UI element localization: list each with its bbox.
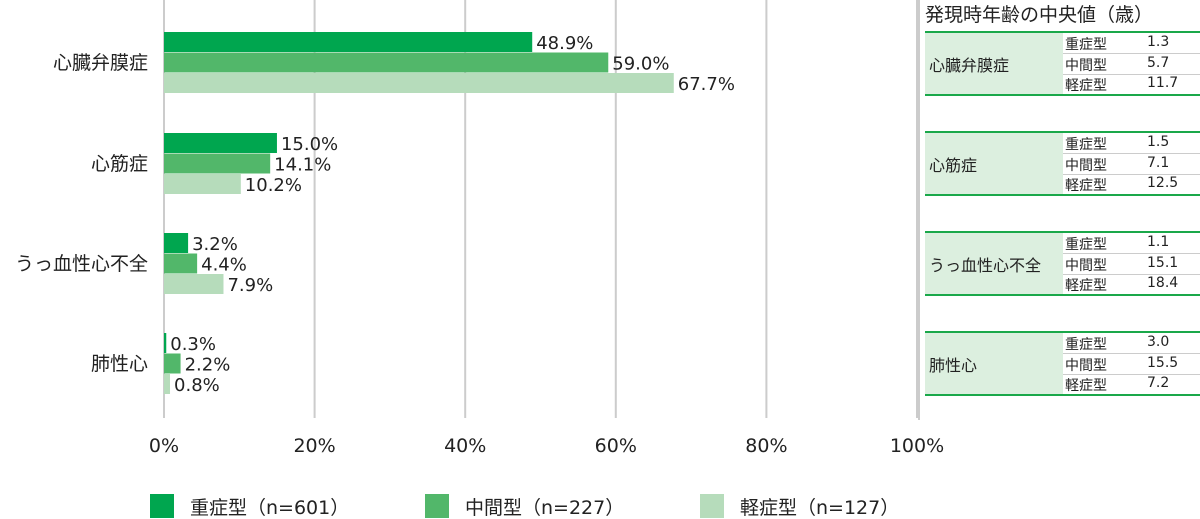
data-label: 0.8% xyxy=(174,375,220,396)
median-age: 15.5 xyxy=(1147,354,1179,371)
table-row: 重症型 1.5 xyxy=(1063,133,1200,154)
table-row: 軽症型 11.7 xyxy=(1063,74,1200,94)
severity-type: 重症型 xyxy=(1065,37,1107,53)
age-table-group: 心臓弁膜症 重症型 1.3 中間型 5.7 軽症型 11.7 xyxy=(925,31,1200,96)
severity-type: 中間型 xyxy=(1065,57,1107,74)
severity-type: 重症型 xyxy=(1065,237,1107,253)
legend-label: 重症型（n=601） xyxy=(190,497,349,519)
bar xyxy=(164,274,224,294)
table-title: 発現時年齢の中央値（歳） xyxy=(925,4,1154,26)
data-label: 7.9% xyxy=(227,275,273,296)
severity-type: 中間型 xyxy=(1065,157,1107,174)
legend-swatch xyxy=(425,494,449,518)
age-table-group: 心筋症 重症型 1.5 中間型 7.1 軽症型 12.5 xyxy=(925,131,1200,196)
median-age: 1.5 xyxy=(1147,134,1170,150)
table-row: 軽症型 18.4 xyxy=(1063,274,1200,294)
category-label: 肺性心 xyxy=(91,353,148,375)
table-row: 中間型 15.1 xyxy=(1063,254,1200,275)
severity-type: 中間型 xyxy=(1065,357,1107,374)
table-row: 重症型 1.3 xyxy=(1063,33,1200,54)
median-age: 3.0 xyxy=(1147,334,1170,350)
bar xyxy=(164,153,271,174)
data-label: 48.9% xyxy=(536,33,593,54)
table-row: 中間型 5.7 xyxy=(1063,54,1200,75)
data-label: 3.2% xyxy=(192,234,238,255)
severity-type: 軽症型 xyxy=(1065,178,1107,194)
median-age: 15.1 xyxy=(1147,254,1179,271)
data-label: 59.0% xyxy=(612,54,669,75)
bar xyxy=(164,133,277,153)
severity-type: 軽症型 xyxy=(1065,78,1107,94)
median-age: 1.1 xyxy=(1147,234,1170,250)
category-label: 心筋症 xyxy=(91,153,148,175)
data-label: 67.7% xyxy=(678,74,735,95)
legend-label: 軽症型（n=127） xyxy=(740,497,899,519)
severity-type: 軽症型 xyxy=(1065,378,1107,394)
category-label: 心臓弁膜症 xyxy=(53,52,148,74)
x-tick-label: 80% xyxy=(745,435,787,457)
bar xyxy=(164,174,241,194)
median-age: 18.4 xyxy=(1147,275,1179,291)
median-age: 1.3 xyxy=(1147,34,1170,50)
data-label: 15.0% xyxy=(281,134,338,155)
x-tick-label: 20% xyxy=(293,435,335,457)
age-table-group: 肺性心 重症型 3.0 中間型 15.5 軽症型 7.2 xyxy=(925,331,1200,396)
median-age: 12.5 xyxy=(1147,175,1179,191)
data-label: 14.1% xyxy=(274,155,331,176)
age-table-group: うっ血性心不全 重症型 1.1 中間型 15.1 軽症型 18.4 xyxy=(925,231,1200,296)
group-name: 心筋症 xyxy=(925,133,1063,194)
bar xyxy=(164,73,674,93)
legend-swatch xyxy=(150,494,174,518)
data-label: 10.2% xyxy=(245,175,302,196)
bar xyxy=(164,333,167,353)
bar xyxy=(164,32,533,52)
table-row: 中間型 15.5 xyxy=(1063,354,1200,375)
table-row: 重症型 3.0 xyxy=(1063,333,1200,354)
severity-type: 中間型 xyxy=(1065,257,1107,274)
data-label: 4.4% xyxy=(201,255,247,276)
median-age: 5.7 xyxy=(1147,54,1170,71)
bar xyxy=(164,253,198,274)
bar xyxy=(164,374,171,394)
table-row: 軽症型 7.2 xyxy=(1063,374,1200,394)
table-row: 重症型 1.1 xyxy=(1063,233,1200,254)
category-label: うっ血性心不全 xyxy=(15,253,148,275)
x-tick-label: 0% xyxy=(149,435,179,457)
table-divider xyxy=(918,0,920,420)
median-age: 7.1 xyxy=(1147,154,1170,171)
x-tick-label: 60% xyxy=(595,435,637,457)
table-row: 中間型 7.1 xyxy=(1063,154,1200,175)
table-row: 軽症型 12.5 xyxy=(1063,174,1200,194)
severity-type: 重症型 xyxy=(1065,337,1107,353)
group-name: うっ血性心不全 xyxy=(925,233,1063,294)
severity-type: 軽症型 xyxy=(1065,278,1107,294)
median-age: 11.7 xyxy=(1147,75,1179,91)
legend-swatch xyxy=(700,494,724,518)
bar xyxy=(164,353,181,374)
median-age: 7.2 xyxy=(1147,375,1170,391)
data-label: 0.3% xyxy=(170,334,216,355)
severity-type: 重症型 xyxy=(1065,137,1107,153)
x-tick-label: 100% xyxy=(890,435,944,457)
bar xyxy=(164,52,609,73)
data-label: 2.2% xyxy=(185,355,231,376)
x-tick-label: 40% xyxy=(444,435,486,457)
bar xyxy=(164,233,189,253)
legend-label: 中間型（n=227） xyxy=(465,497,624,519)
group-name: 心臓弁膜症 xyxy=(925,33,1063,94)
group-name: 肺性心 xyxy=(925,333,1063,394)
